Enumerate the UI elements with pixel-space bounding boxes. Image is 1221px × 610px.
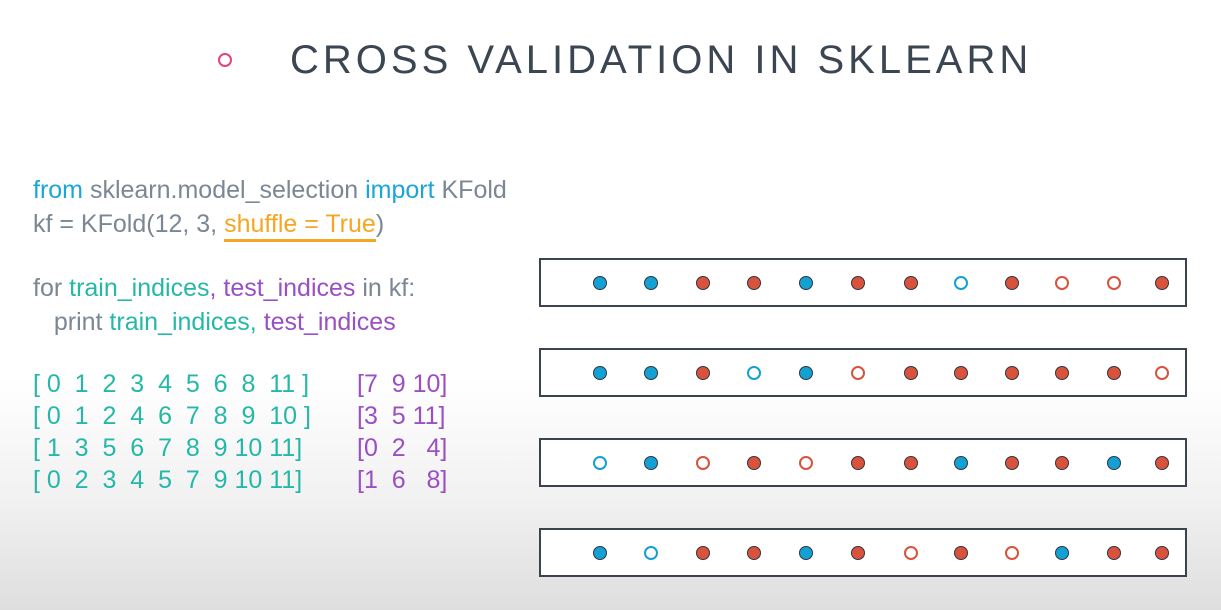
test-red-dot [799,455,813,470]
fold-row-2 [539,348,1187,397]
code-test-var: test_indices [263,308,396,336]
train-blue-dot [644,275,658,290]
train-red-dot [696,545,710,560]
train-red-dot [904,455,918,470]
train-red-dot [1107,545,1121,560]
code-for-keyword: for [33,274,70,302]
slide-title: CROSS VALIDATION IN SKLEARN [290,37,1033,82]
code-train-var: train_indices [69,274,210,302]
code-train-var: train_indices [109,308,250,336]
train-red-dot [696,365,710,380]
train-red-dot [851,275,865,290]
train-red-dot [1005,365,1019,380]
code-line-for: for train_indices, test_indices in kf: [33,271,415,305]
train-blue-dot [593,275,607,290]
train-red-dot [1155,545,1169,560]
train-blue-dot [1055,545,1069,560]
code-in-kf: in kf: [355,274,416,302]
circle-bullet-icon [218,53,232,67]
train-blue-dot [593,365,607,380]
train-blue-dot [799,365,813,380]
train-red-dot [1107,365,1121,380]
output-train-indices: [ 0 2 3 4 5 7 9 10 11] [33,466,303,494]
test-red-dot [904,545,918,560]
code-class-name: KFold [434,176,507,204]
code-kfold-call: kf = KFold(12, 3, [33,210,225,238]
test-blue-dot [747,365,761,380]
train-red-dot [747,545,761,560]
output-train-indices: [ 0 1 2 3 4 5 6 8 11 ] [33,370,310,398]
output-row: [ 0 1 2 3 4 5 6 8 11 ] [7 9 10] [33,370,473,404]
train-red-dot [851,455,865,470]
train-blue-dot [799,275,813,290]
code-module: sklearn.model_selection [83,176,366,204]
train-blue-dot [954,455,968,470]
test-blue-dot [954,275,968,290]
train-red-dot [747,275,761,290]
train-blue-dot [644,455,658,470]
train-blue-dot [1107,455,1121,470]
output-test-indices: [0 2 4] [357,434,448,462]
code-comma: , [209,274,224,302]
train-red-dot [904,365,918,380]
train-red-dot [1055,365,1069,380]
test-blue-dot [593,455,607,470]
fold-row-3 [539,438,1187,487]
train-red-dot [851,545,865,560]
train-blue-dot [799,545,813,560]
train-blue-dot [593,545,607,560]
code-comma: , [249,308,264,336]
train-red-dot [1005,275,1019,290]
output-test-indices: [7 9 10] [357,370,448,398]
train-red-dot [1005,455,1019,470]
train-red-dot [904,275,918,290]
train-red-dot [1155,275,1169,290]
code-line-print: print train_indices, test_indices [33,305,396,339]
code-print-keyword: print [33,308,110,336]
train-red-dot [1055,455,1069,470]
output-train-indices: [ 0 1 2 4 6 7 8 9 10 ] [33,402,311,430]
train-red-dot [747,455,761,470]
test-red-dot [696,455,710,470]
slide-header: CROSS VALIDATION IN SKLEARN [218,36,1032,84]
code-line-import: from sklearn.model_selection import KFol… [33,173,507,207]
fold-row-4 [539,528,1187,577]
output-row: [ 1 3 5 6 7 8 9 10 11] [0 2 4] [33,434,473,468]
output-train-indices: [ 1 3 5 6 7 8 9 10 11] [33,434,303,462]
test-red-dot [1155,365,1169,380]
test-red-dot [1107,275,1121,290]
train-red-dot [954,545,968,560]
fold-row-1 [539,258,1187,307]
code-line-kfold: kf = KFold(12, 3, shuffle = True) [33,207,385,242]
train-red-dot [696,275,710,290]
code-keyword-import: import [365,176,435,204]
test-red-dot [1055,275,1069,290]
output-test-indices: [3 5 11] [357,402,446,430]
code-shuffle-highlight: shuffle = True [224,210,376,242]
output-test-indices: [1 6 8] [357,466,448,494]
test-red-dot [851,365,865,380]
train-blue-dot [644,365,658,380]
code-test-var: test_indices [223,274,356,302]
train-red-dot [954,365,968,380]
output-row: [ 0 1 2 4 6 7 8 9 10 ] [3 5 11] [33,402,473,436]
code-kfold-close: ) [375,210,385,238]
test-blue-dot [644,545,658,560]
train-red-dot [1155,455,1169,470]
test-red-dot [1005,545,1019,560]
code-keyword-from: from [33,176,83,204]
output-row: [ 0 2 3 4 5 7 9 10 11] [1 6 8] [33,466,473,500]
